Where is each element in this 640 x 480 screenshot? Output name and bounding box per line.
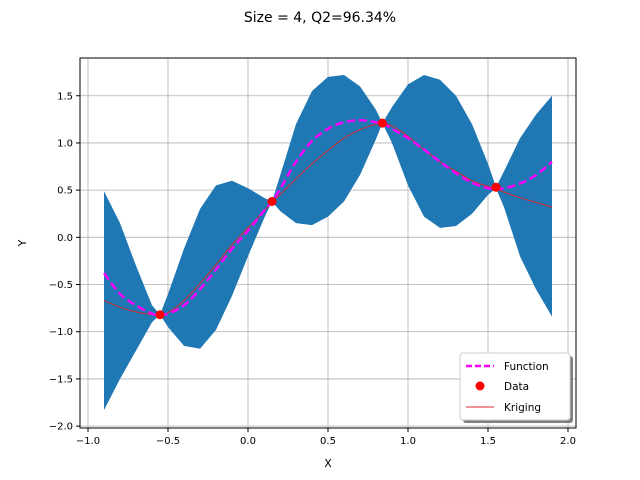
data-point: [267, 196, 277, 206]
x-axis-ticks: −1.0 −0.5 0.0 0.5 1.0 1.5 2.0: [76, 428, 576, 447]
legend-box: [459, 352, 571, 421]
data-point: [491, 182, 501, 192]
function-line: [103, 119, 553, 317]
data-point: [155, 310, 165, 320]
x-tick-label: −0.5: [156, 436, 180, 447]
x-tick-label: 0.0: [240, 436, 256, 447]
data-points: [155, 118, 501, 320]
y-tick-label: −0.5: [49, 280, 73, 291]
chart-title: Size = 4, Q2=96.34%: [244, 10, 396, 26]
y-tick-label: 0.0: [57, 233, 73, 244]
y-tick-label: 0.5: [57, 186, 73, 197]
x-tick-label: 1.0: [400, 436, 416, 447]
y-tick-label: −1.5: [49, 374, 73, 385]
confidence-band: [104, 74, 552, 411]
x-tick-label: 1.5: [480, 436, 496, 447]
y-tick-label: 1.5: [57, 91, 73, 102]
y-tick-label: −1.0: [49, 327, 73, 338]
legend-data-label: Data: [504, 381, 529, 393]
data-point: [377, 118, 387, 128]
y-axis-label: Y: [16, 239, 29, 247]
kriging-line: [103, 122, 553, 316]
x-tick-label: 0.5: [320, 436, 336, 447]
legend-function-label: Function: [504, 361, 549, 373]
confidence-band-area: [104, 74, 552, 411]
x-tick-label: 2.0: [560, 436, 576, 447]
legend: Function Data Kriging: [459, 352, 573, 423]
y-tick-label: 1.0: [57, 138, 73, 149]
y-tick-label: −2.0: [49, 422, 73, 433]
x-tick-label: −1.0: [76, 436, 100, 447]
x-axis-label: X: [324, 457, 332, 470]
series-lines: [103, 119, 553, 317]
legend-kriging-label: Kriging: [504, 402, 541, 414]
y-axis-ticks: −2.0 −1.5 −1.0 −0.5 0.0 0.5 1.0 1.5: [49, 91, 80, 433]
legend-data-swatch: [475, 381, 485, 391]
